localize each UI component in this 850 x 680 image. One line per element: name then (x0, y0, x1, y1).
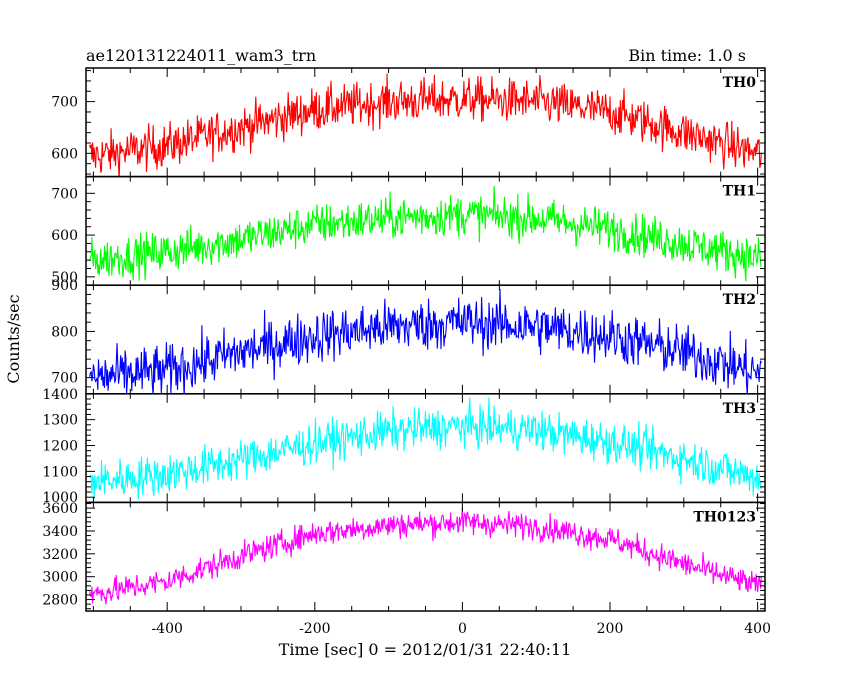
series-th1-line (89, 185, 762, 282)
y-axis-label: Counts/sec (4, 294, 23, 383)
y-tick-label: 600 (51, 228, 78, 244)
panel-th1: TH1 500 600 700 (51, 175, 766, 286)
y-tick-label: 1000 (42, 490, 78, 506)
panel-label-th3: TH3 (723, 401, 756, 417)
panel-th2: TH2 700 800 900 (51, 278, 766, 395)
y-tick-label: 3600 (42, 501, 78, 517)
y-tick-label: 3000 (42, 570, 78, 586)
x-tick-label: 0 (458, 621, 467, 637)
series-th0-line (89, 73, 762, 177)
panels-group: TH0 600 700 TH1 500 600 700 TH2 700 800 900 TH3 1000… (42, 67, 771, 637)
y-tick-label: 3400 (42, 524, 78, 540)
panel-th0: TH0 600 700 (51, 67, 766, 178)
y-tick-label: 1400 (42, 387, 78, 403)
panel-th3: TH3 1000 1100 1200 1300 1400 (42, 387, 766, 506)
y-tick-label: 500 (51, 270, 78, 286)
x-tick-label: -200 (299, 621, 330, 637)
bin-time-label: Bin time: 1.0 s (628, 46, 746, 65)
y-tick-label: 700 (51, 371, 78, 387)
panel-label-th0: TH0 (723, 75, 757, 91)
chart-title: ae120131224011_wam3_trn (86, 46, 316, 65)
series-th0123-line (89, 507, 762, 605)
x-tick-label: 400 (744, 621, 771, 637)
x-tick-label: 200 (597, 621, 624, 637)
panel-label-th2: TH2 (723, 292, 756, 308)
x-axis-label: Time [sec] 0 = 2012/01/31 22:40:11 (279, 640, 572, 659)
y-tick-label: 700 (51, 95, 78, 111)
panel-th0123: TH0123 2800 3000 3200 3400 3600 (42, 501, 766, 612)
y-tick-label: 2800 (42, 593, 78, 609)
series-th2-line (89, 288, 762, 394)
x-tick-label: -400 (151, 621, 182, 637)
panel-label-th1: TH1 (723, 184, 756, 200)
series-th3-line (89, 397, 762, 500)
y-tick-label: 600 (51, 146, 78, 162)
y-tick-label: 800 (51, 324, 78, 340)
y-tick-label: 700 (51, 186, 78, 202)
y-tick-label: 900 (51, 278, 78, 294)
panel-label-th0123: TH0123 (693, 509, 756, 525)
y-tick-label: 1100 (42, 464, 78, 480)
y-tick-label: 1200 (42, 439, 78, 455)
y-tick-label: 3200 (42, 547, 78, 563)
y-tick-label: 1300 (42, 413, 78, 429)
